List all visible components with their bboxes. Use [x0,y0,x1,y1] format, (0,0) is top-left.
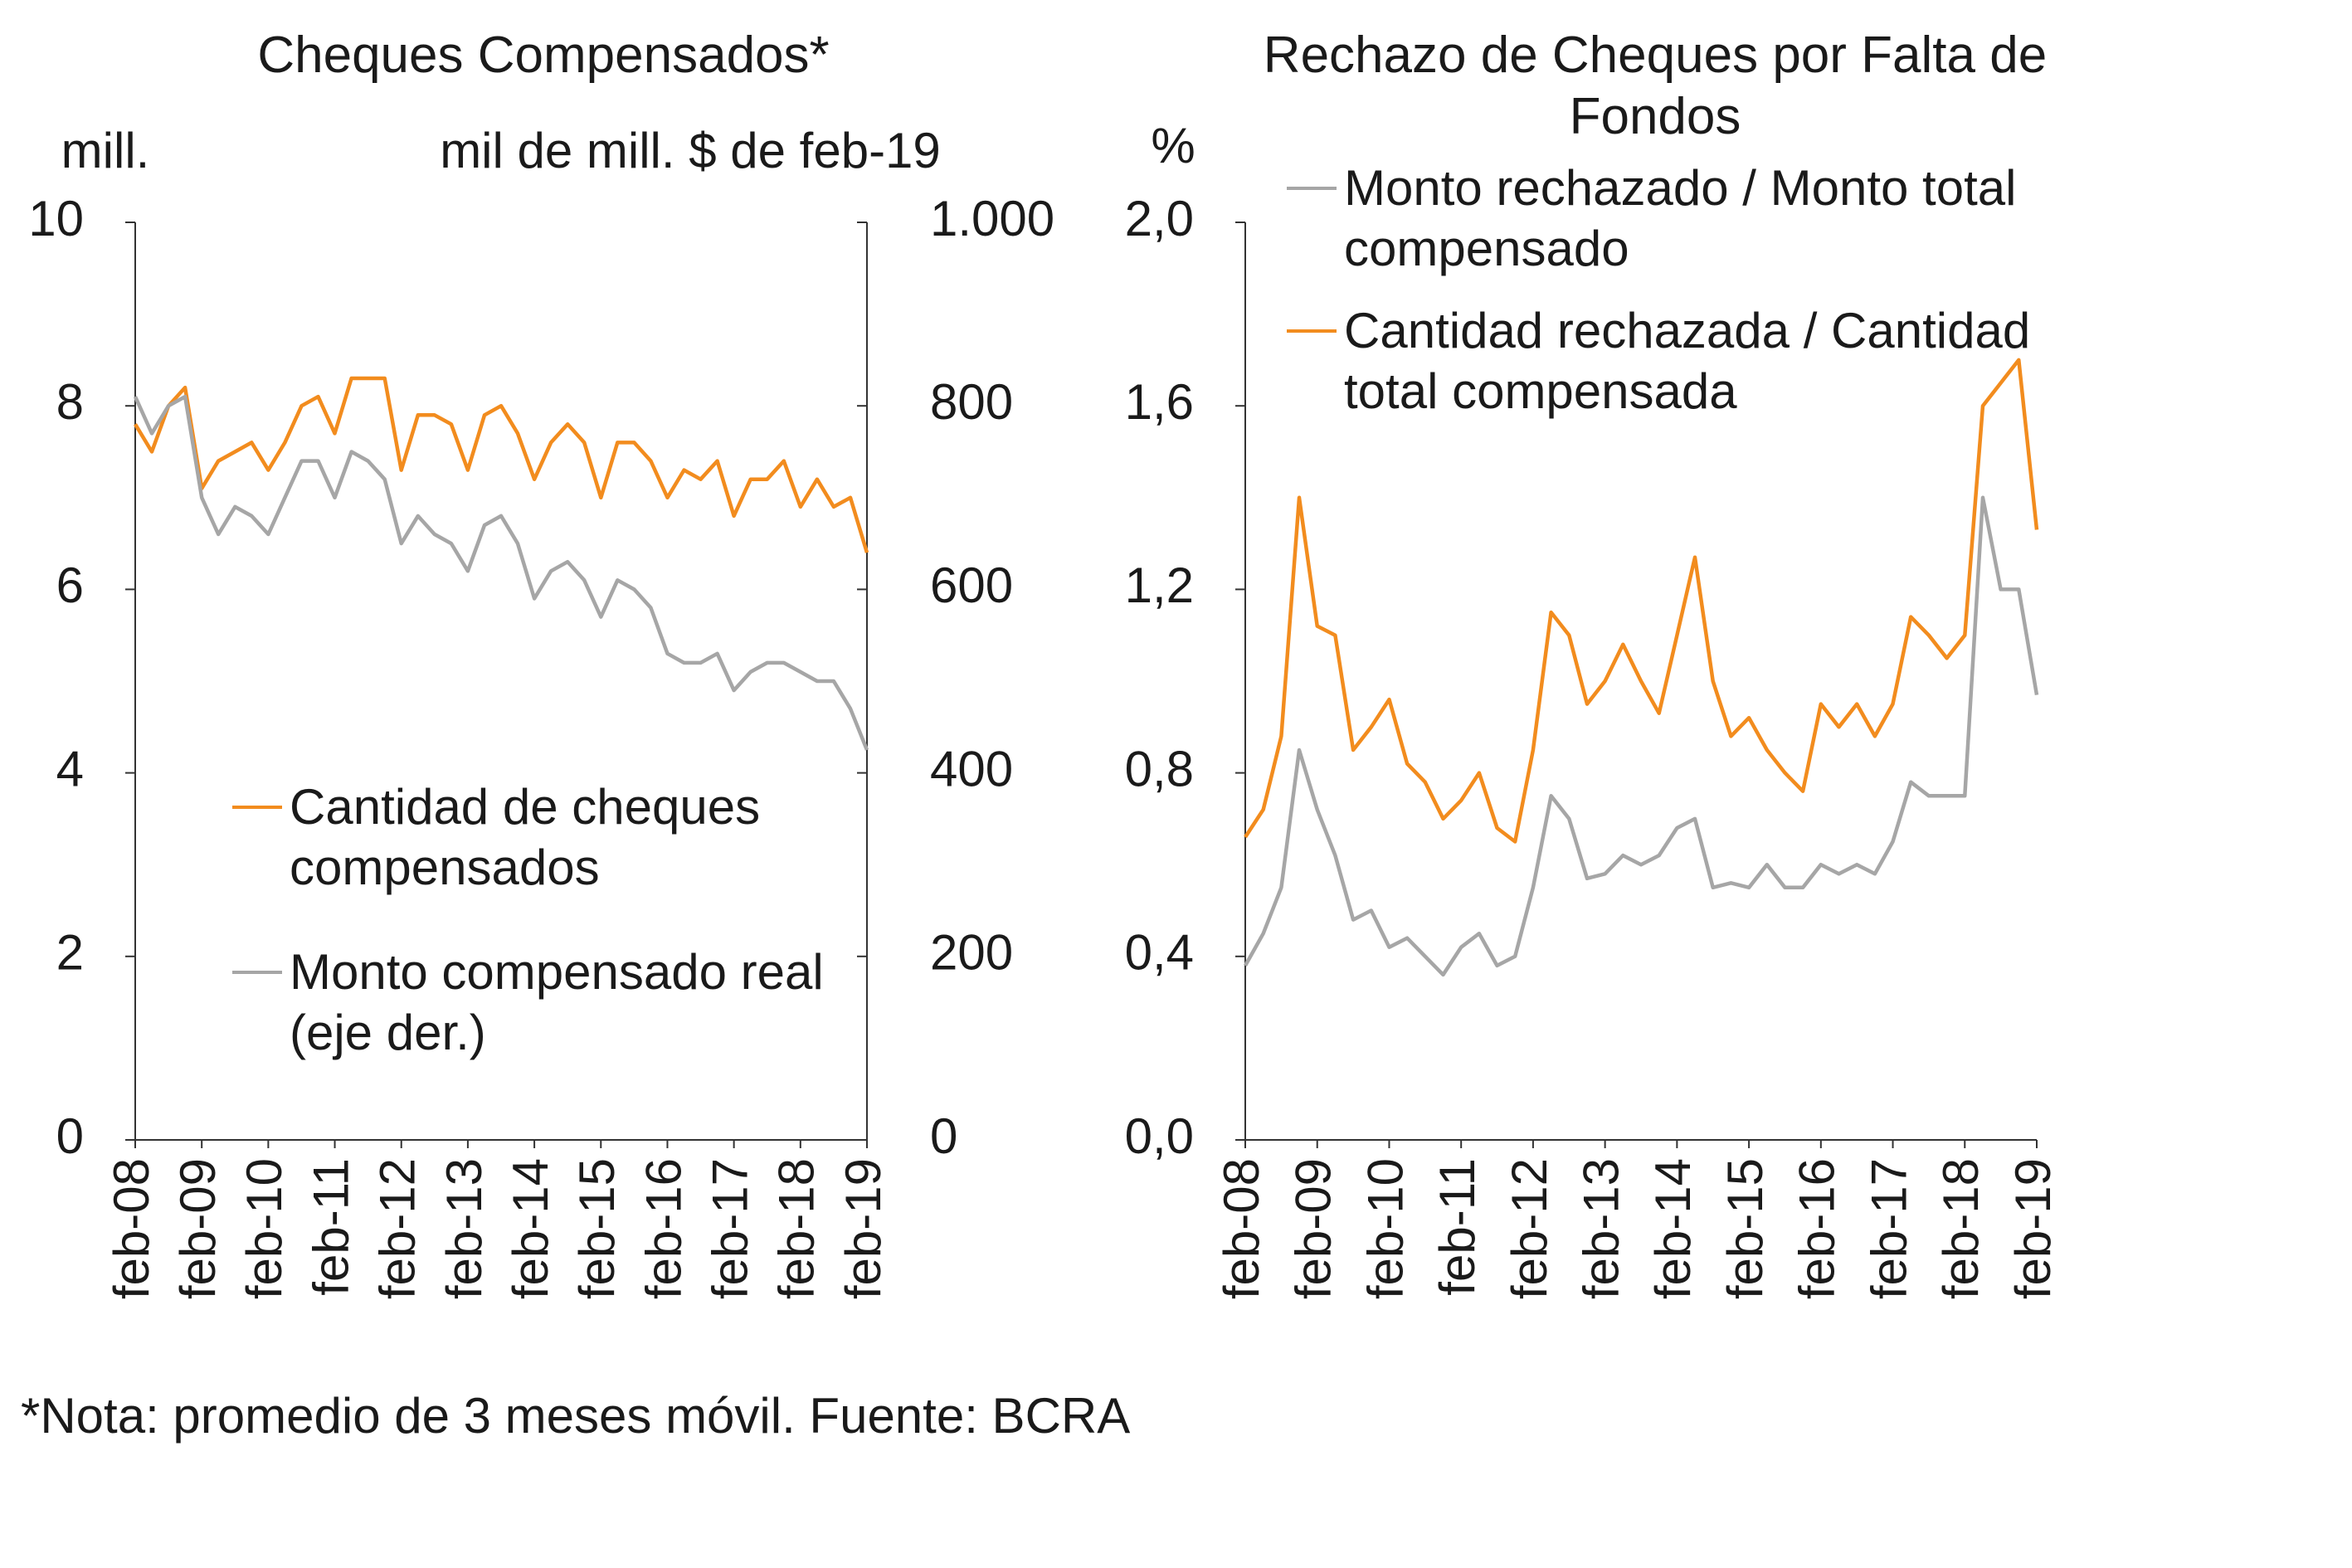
series-line [133,394,869,751]
legend-swatch [232,971,282,974]
y-tick-label: 1,2 [1125,558,1194,613]
y-tick-label: 0,8 [1125,741,1194,796]
x-tick-label: feb-15 [569,1158,625,1299]
legend-label: Cantidad rechazada / Cantidad total comp… [1344,303,2031,419]
legend-swatch [1287,329,1337,333]
x-tick-label: feb-17 [1861,1158,1916,1299]
x-tick-label: feb-17 [702,1158,757,1299]
legend-item: Monto rechazado / Monto total compensado [1287,158,2116,279]
y-axis-label: mill. [61,123,150,178]
series-line [1244,495,2039,977]
legend-item: Monto compensado real (eje der.) [232,942,830,1063]
x-tick-label: feb-15 [1717,1158,1773,1299]
x-tick-label: feb-14 [1645,1158,1701,1299]
y2-tick-label: 600 [930,558,1013,613]
x-tick-label: feb-18 [1933,1158,1989,1299]
legend-label: Monto rechazado / Monto total compensado [1344,160,2017,276]
series-line [1244,358,2039,844]
legend-swatch [1287,187,1337,190]
y-tick-label: 6 [56,558,84,613]
legend-item: Cantidad de cheques compensados [232,777,830,898]
y2-axis-label: mil de mill. $ de feb-19 [440,123,941,178]
x-tick-label: feb-13 [1573,1158,1629,1299]
y2-tick-label: 1.000 [930,191,1054,246]
y2-tick-label: 0 [930,1108,957,1164]
chart-title: Rechazo de Cheques por Falta de Fondos [1263,27,2048,145]
x-tick-label: feb-14 [503,1158,558,1299]
y2-tick-label: 800 [930,374,1013,430]
legend-label: Cantidad de cheques compensados [290,779,761,895]
legend-swatch [232,806,282,809]
x-tick-label: feb-18 [769,1158,825,1299]
x-tick-label: feb-19 [2005,1158,2061,1299]
x-tick-label: feb-13 [436,1158,492,1299]
x-tick-label: feb-11 [303,1158,358,1296]
x-tick-label: feb-09 [1286,1158,1342,1299]
x-tick-label: feb-08 [104,1158,159,1299]
y-tick-label: 2 [56,925,84,981]
x-tick-label: feb-08 [1214,1158,1269,1299]
y-tick-label: 4 [56,741,84,796]
footnote: *Nota: promedio de 3 meses móvil. Fuente… [21,1388,1131,1444]
y-axis-label: % [1151,118,1195,173]
x-tick-label: feb-12 [370,1158,426,1299]
y2-tick-label: 400 [930,741,1013,796]
chart-title: Cheques Compensados* [257,27,830,84]
y-tick-label: 2,0 [1125,191,1194,246]
x-tick-label: feb-11 [1429,1158,1485,1296]
legend-label: Monto compensado real (eje der.) [290,944,824,1060]
y-tick-label: 1,6 [1125,374,1194,430]
x-tick-label: feb-12 [1502,1158,1557,1299]
legend-item: Cantidad rechazada / Cantidad total comp… [1287,300,2116,421]
x-tick-label: feb-16 [635,1158,691,1299]
series-line [134,376,869,553]
y-tick-label: 0,4 [1125,925,1194,981]
y-tick-label: 10 [28,191,84,246]
y-tick-label: 0 [56,1108,84,1164]
y-tick-label: 0,0 [1125,1108,1194,1164]
x-tick-label: feb-16 [1790,1158,1845,1299]
y-tick-label: 8 [56,374,84,430]
x-tick-label: feb-10 [1357,1158,1413,1299]
y2-tick-label: 200 [930,925,1013,981]
x-tick-label: feb-09 [170,1158,226,1299]
x-tick-label: feb-10 [236,1158,292,1299]
x-tick-label: feb-19 [835,1158,891,1299]
